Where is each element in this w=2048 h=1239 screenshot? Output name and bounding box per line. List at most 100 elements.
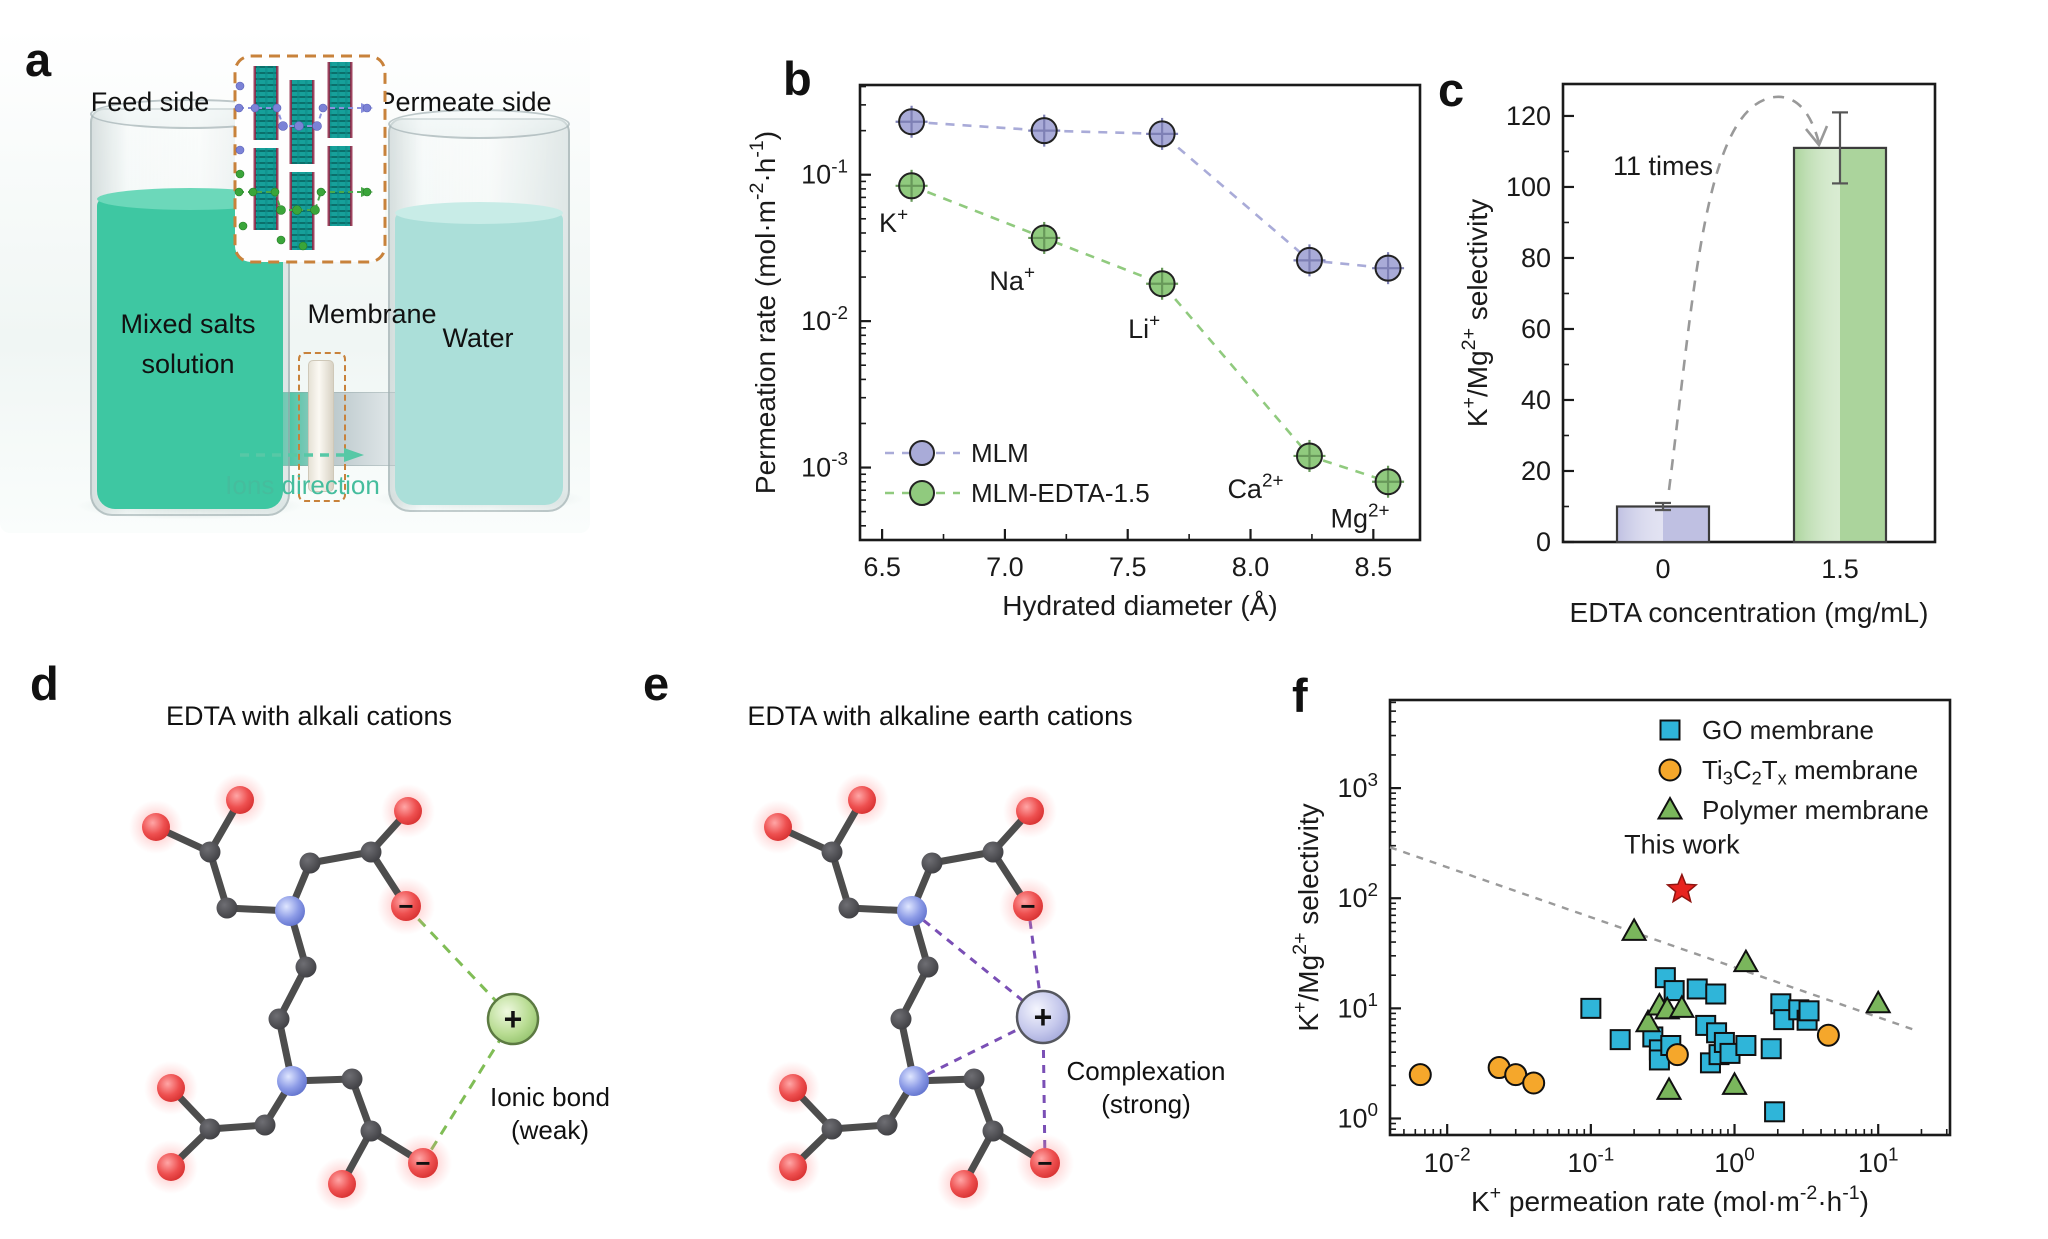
- bar-0: [1615, 501, 1711, 544]
- chart-selectivity-bars: 0 20 40 60 80 100 120 0 1.5 EDTA concentration (m…: [1458, 82, 1937, 628]
- bar-1.5: [1792, 111, 1888, 544]
- svg-text:10-2: 10-2: [1424, 1145, 1471, 1178]
- improvement-arrow: [1667, 95, 1829, 491]
- svg-text:103: 103: [1337, 770, 1378, 803]
- svg-text:10-1: 10-1: [801, 156, 848, 189]
- complexation-label-line2: (strong): [1101, 1089, 1191, 1119]
- ions-direction-label: Ions direction: [225, 470, 380, 500]
- complexation-label-line1: Complexation: [1067, 1056, 1226, 1086]
- panel-label-e: e: [643, 657, 670, 710]
- axes: 10-2 10-1 100 101 100 101 102 103: [1337, 701, 1948, 1178]
- x-axis-label: EDTA concentration (mg/mL): [1570, 597, 1929, 628]
- svg-text:8.0: 8.0: [1232, 552, 1270, 582]
- permeate-side-label: Permeate side: [377, 87, 552, 117]
- membrane-highlight-box: [298, 352, 346, 502]
- ionic-bond-label-line2: (weak): [511, 1115, 589, 1145]
- panel-label-c: c: [1438, 63, 1465, 116]
- annotation-11-times: 11 times: [1613, 151, 1713, 181]
- svg-text:100: 100: [1337, 1100, 1378, 1133]
- series-circle: [1408, 1023, 1840, 1095]
- svg-text:0: 0: [1536, 527, 1551, 557]
- cation-path-monovalent: [234, 81, 373, 155]
- membrane-inset: [233, 54, 387, 264]
- chart-permeation-vs-diameter: 6.5 7.0 7.5 8.0 8.5 10-1 10-2 10-3 Hydrated diam…: [746, 83, 1422, 621]
- panel-label-a: a: [25, 33, 52, 86]
- svg-text:1.5: 1.5: [1821, 554, 1859, 584]
- svg-text:This work: This work: [1624, 830, 1740, 860]
- svg-text:120: 120: [1506, 101, 1551, 131]
- series-square: [1580, 967, 1820, 1123]
- legend: MLM MLM-EDTA-1.5: [885, 438, 1150, 508]
- ions-direction-arrow: [240, 448, 364, 462]
- svg-text:80: 80: [1521, 243, 1551, 273]
- svg-text:MLM-EDTA-1.5: MLM-EDTA-1.5: [971, 478, 1150, 508]
- svg-text:Ca2+: Ca2+: [1227, 471, 1283, 504]
- membrane-slab: [308, 360, 334, 492]
- chart-selectivity-vs-permeation: 10-2 10-1 100 101 100 101 102 103 K+ permeation …: [1290, 698, 1952, 1217]
- svg-text:101: 101: [1337, 990, 1378, 1023]
- svg-text:8.5: 8.5: [1355, 552, 1393, 582]
- svg-text:20: 20: [1521, 456, 1551, 486]
- membrane-lamellae: [253, 62, 353, 250]
- svg-text:102: 102: [1337, 880, 1378, 913]
- svg-text:10-3: 10-3: [801, 449, 848, 482]
- alkaline-earth-cation-charge: +: [1034, 999, 1053, 1035]
- svg-text:Mg2+: Mg2+: [1331, 500, 1390, 533]
- svg-text:60: 60: [1521, 314, 1551, 344]
- panel-d-title: EDTA with alkali cations: [165, 701, 453, 731]
- y-axis-label: Permeation rate (mol·m-2·h-1): [746, 131, 781, 494]
- ionic-bond-label-line1: Ionic bond: [490, 1082, 610, 1112]
- membrane-label: Membrane: [307, 299, 437, 329]
- this-work-marker: This work: [1624, 830, 1740, 904]
- plot-frame: [1561, 82, 1937, 544]
- water-label: Water: [442, 323, 514, 353]
- panel-label-d: d: [30, 657, 59, 710]
- y-axis-label: K+/Mg2+ selectivity: [1458, 199, 1493, 427]
- series-MLM: [895, 105, 1405, 285]
- svg-text:101: 101: [1858, 1145, 1899, 1178]
- svg-text:40: 40: [1521, 385, 1551, 415]
- series-MLM-EDTA-1.5: [895, 169, 1405, 498]
- tradeoff-trend-line: [1389, 846, 1919, 1033]
- svg-text:100: 100: [1714, 1145, 1755, 1178]
- svg-text:0: 0: [1655, 554, 1670, 584]
- svg-text:10-1: 10-1: [1567, 1145, 1614, 1178]
- ion-labels: K+ Na+ Li+ Ca2+ Mg2+: [879, 205, 1390, 534]
- panel-label-f: f: [1292, 669, 1308, 722]
- svg-text:Polymer membrane: Polymer membrane: [1702, 795, 1929, 825]
- svg-text:10-2: 10-2: [801, 303, 848, 336]
- axes: 0 20 40 60 80 100 120 0 1.5: [1506, 101, 1859, 584]
- panel-e-title: EDTA with alkaline earth cations: [747, 701, 1133, 731]
- feed-side-label: Feed side: [90, 87, 210, 117]
- arrow-head: [344, 448, 364, 462]
- x-axis-label: K+ permeation rate (mol·m-2·h-1): [1471, 1182, 1869, 1217]
- alkali-cation: [486, 992, 540, 1046]
- svg-text:6.5: 6.5: [863, 552, 901, 582]
- axes: 6.5 7.0 7.5 8.0 8.5 10-1 10-2 10-3: [801, 85, 1393, 582]
- legend: GO membrane Ti3C2Tx membrane Polymer membr…: [1656, 715, 1929, 825]
- svg-text:7.5: 7.5: [1109, 552, 1147, 582]
- svg-text:MLM: MLM: [971, 438, 1029, 468]
- svg-text:Na+: Na+: [989, 263, 1035, 296]
- series-triangle: [1620, 917, 1892, 1100]
- svg-text:100: 100: [1506, 172, 1551, 202]
- svg-text:K+: K+: [879, 205, 908, 238]
- panel-label-b: b: [783, 52, 812, 105]
- feed-liquid-label-line1: Mixed salts: [120, 309, 256, 339]
- edta-alkaline-earth-diagram: + Complexation (strong): [742, 766, 1226, 1236]
- permeate-liquid-surface: [395, 202, 563, 224]
- edta-alkali-diagram: + Ionic bond (weak): [120, 766, 610, 1236]
- y-axis-label: K+/Mg2+ selectivity: [1290, 803, 1324, 1031]
- svg-text:Ti3C2Tx membrane: Ti3C2Tx membrane: [1702, 755, 1918, 789]
- cation-path-divalent: [234, 169, 373, 251]
- permeate-liquid: [395, 202, 563, 505]
- svg-text:Li+: Li+: [1128, 310, 1160, 343]
- alkaline-earth-cation: [1015, 989, 1071, 1045]
- alkali-cation-charge: +: [504, 1001, 523, 1037]
